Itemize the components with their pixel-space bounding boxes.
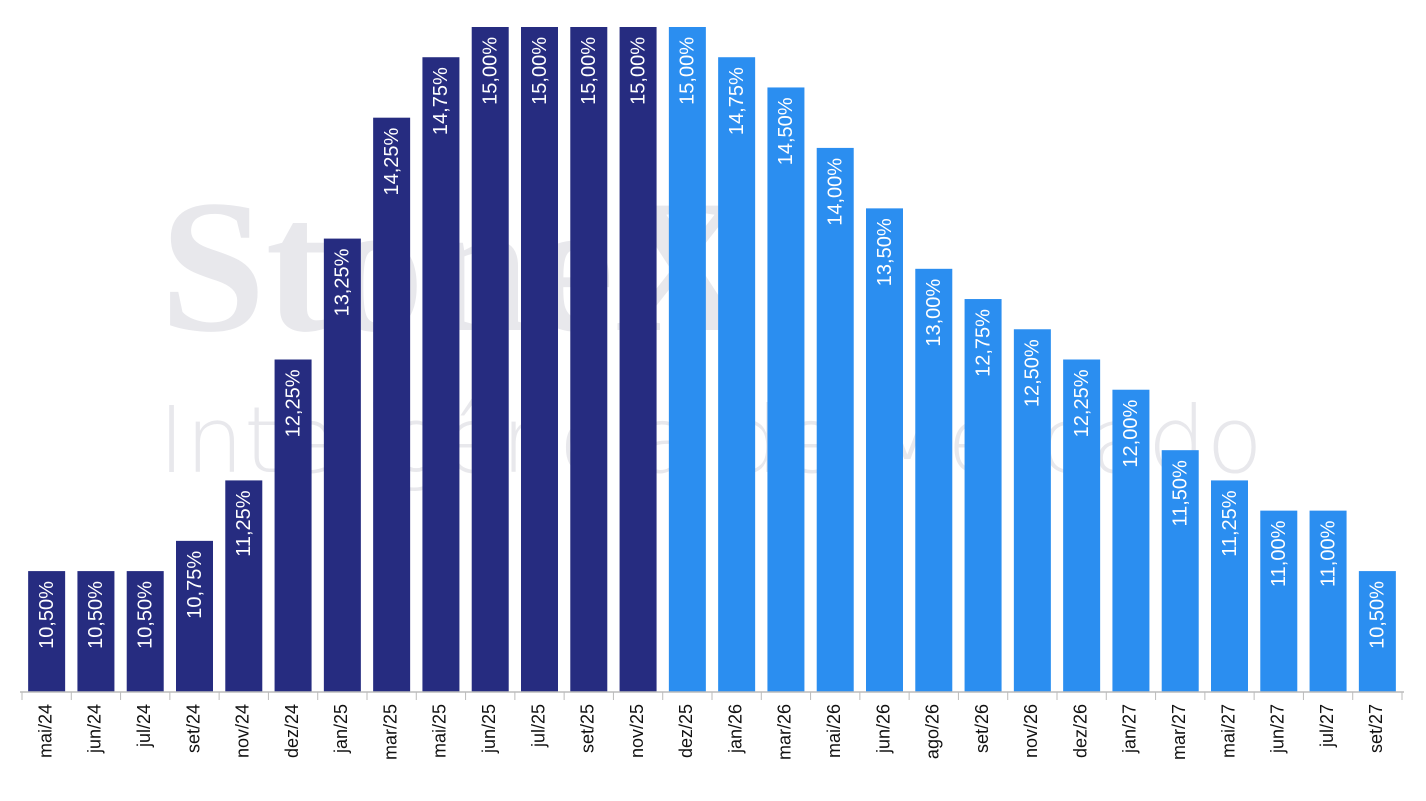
x-tick-label: set/26 xyxy=(972,704,992,753)
value-label: 11,25% xyxy=(1219,490,1241,557)
x-tick-label: dez/24 xyxy=(282,704,302,758)
value-label: 10,50% xyxy=(1367,581,1389,649)
x-tick-label: jul/25 xyxy=(528,704,548,748)
x-tick-label: mai/27 xyxy=(1218,704,1238,758)
value-label: 14,25% xyxy=(381,127,403,195)
x-tick-label: set/25 xyxy=(578,704,598,753)
value-label: 12,75% xyxy=(972,309,994,377)
bar xyxy=(471,27,509,692)
value-label: 15,00% xyxy=(479,37,501,105)
bar xyxy=(619,27,657,692)
x-tick-label: jun/26 xyxy=(873,704,893,754)
x-tick-label: mar/26 xyxy=(775,704,795,760)
x-tick-label: dez/25 xyxy=(676,704,696,758)
value-label: 10,75% xyxy=(184,551,206,619)
x-tick-label: mar/27 xyxy=(1169,704,1189,760)
x-tick-label: mai/25 xyxy=(430,704,450,758)
bar xyxy=(28,571,66,692)
bar xyxy=(521,27,558,692)
bar xyxy=(767,87,805,693)
x-tick-label: set/27 xyxy=(1366,704,1386,753)
bar xyxy=(126,571,164,692)
value-label: 12,50% xyxy=(1022,339,1044,407)
bar xyxy=(1358,571,1396,692)
bar xyxy=(915,268,953,692)
value-label: 14,50% xyxy=(775,97,797,165)
bar xyxy=(1013,329,1051,692)
x-tick-label: jun/24 xyxy=(85,704,105,754)
bar xyxy=(1063,359,1101,692)
bar xyxy=(570,27,608,692)
value-label: 13,25% xyxy=(332,248,354,316)
value-label: 11,25% xyxy=(233,490,255,557)
value-label: 15,00% xyxy=(677,37,699,105)
x-tick-label: jan/27 xyxy=(1120,704,1140,754)
bar xyxy=(373,117,411,692)
bar xyxy=(668,27,706,692)
bar xyxy=(964,299,1002,692)
bar xyxy=(1211,480,1248,692)
bar xyxy=(77,571,115,692)
x-tick-label: mai/24 xyxy=(35,704,55,758)
value-label: 15,00% xyxy=(578,37,600,105)
x-tick-label: jan/26 xyxy=(725,704,745,754)
bar xyxy=(1309,510,1347,692)
value-label: 11,00% xyxy=(1317,520,1339,587)
value-label: 11,00% xyxy=(1268,520,1290,587)
value-label: 13,50% xyxy=(874,218,896,286)
value-label: 10,50% xyxy=(134,581,156,649)
bar xyxy=(323,238,361,692)
value-label: 14,75% xyxy=(430,67,452,135)
value-label: 15,00% xyxy=(627,37,649,105)
value-label: 10,50% xyxy=(36,581,58,649)
value-label: 13,00% xyxy=(923,279,945,347)
x-tick-label: jun/27 xyxy=(1268,704,1288,754)
x-tick-label: nov/26 xyxy=(1021,704,1041,758)
x-tick-label: nov/24 xyxy=(233,704,253,758)
x-tick-label: jul/27 xyxy=(1317,704,1337,748)
value-label: 14,00% xyxy=(824,158,846,226)
bar xyxy=(422,57,460,692)
value-label: 15,00% xyxy=(529,37,551,105)
bar xyxy=(176,540,213,692)
x-tick-label: mar/25 xyxy=(380,704,400,760)
bar xyxy=(1161,450,1199,692)
bar xyxy=(866,208,903,692)
bar xyxy=(816,147,854,693)
x-tick-label: dez/26 xyxy=(1070,704,1090,758)
x-tick-label: set/24 xyxy=(183,704,203,753)
x-tick-label: mai/26 xyxy=(824,704,844,758)
x-tick-label: ago/26 xyxy=(923,704,943,759)
x-tick-label: jul/24 xyxy=(134,704,154,748)
x-tick-label: nov/25 xyxy=(627,704,647,758)
value-label: 12,00% xyxy=(1120,400,1142,468)
bar xyxy=(1112,389,1150,692)
bar xyxy=(1260,510,1298,692)
value-label: 12,25% xyxy=(1071,369,1093,437)
value-label: 11,50% xyxy=(1169,460,1191,527)
bar xyxy=(225,480,263,692)
x-tick-label: jan/25 xyxy=(331,704,351,754)
x-tick-label: jun/25 xyxy=(479,704,499,754)
bar xyxy=(274,359,312,692)
value-label: 14,75% xyxy=(726,67,748,135)
bar xyxy=(718,57,756,692)
value-label: 10,50% xyxy=(85,581,107,649)
value-label: 12,25% xyxy=(282,369,304,437)
